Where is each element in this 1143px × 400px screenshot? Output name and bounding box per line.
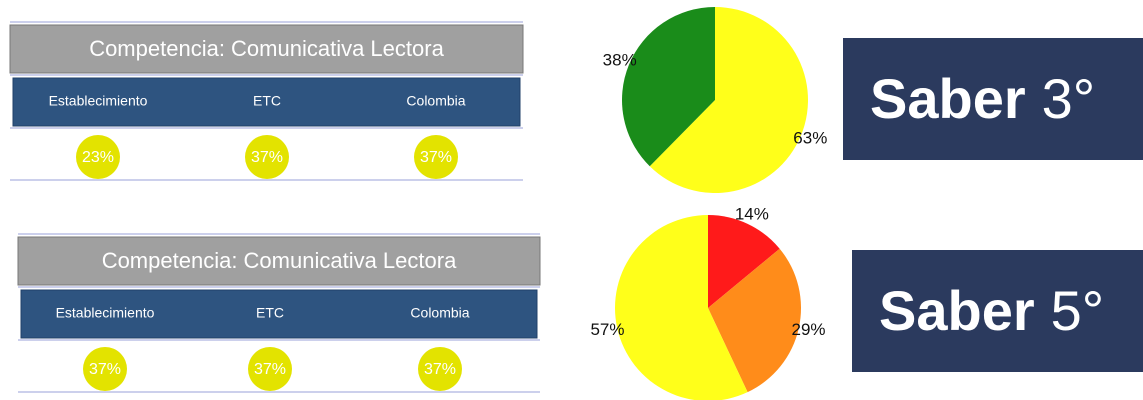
value-badge — [76, 135, 120, 179]
column-header: Establecimiento — [49, 93, 148, 109]
column-header: ETC — [253, 93, 281, 109]
value-badge — [418, 347, 462, 391]
slice-label: 29% — [792, 320, 826, 339]
header-row — [20, 289, 538, 339]
cell-value: 37% — [251, 149, 283, 166]
saber-word: Saber — [870, 67, 1026, 130]
saber-grade: 5° — [1051, 279, 1105, 342]
value-badge — [245, 135, 289, 179]
saber-badge — [843, 38, 1143, 160]
pie-slice — [708, 215, 780, 308]
pie-slice — [708, 248, 802, 393]
column-header: ETC — [256, 305, 284, 321]
slice-label: 38% — [603, 50, 637, 69]
cell-value: 37% — [420, 149, 452, 166]
column-header: Colombia — [410, 305, 469, 321]
pie-slice — [649, 6, 809, 193]
column-header: Establecimiento — [56, 305, 155, 321]
value-badge — [248, 347, 292, 391]
slice-label: 57% — [590, 320, 624, 339]
cell-value: 37% — [424, 361, 456, 378]
title-bar — [17, 236, 541, 286]
saber-grade: 3° — [1042, 67, 1096, 130]
cell-value: 37% — [254, 361, 286, 378]
value-badge — [414, 135, 458, 179]
header-row — [12, 77, 521, 127]
table-title: Competencia: Comunicativa Lectora — [89, 36, 444, 61]
column-header: Colombia — [406, 93, 465, 109]
pie-slice — [615, 215, 748, 400]
slice-label: 14% — [735, 204, 769, 223]
title-bar — [9, 24, 524, 74]
slice-label: 63% — [793, 129, 827, 148]
saber-label: Saber 5° — [879, 279, 1104, 342]
saber-badge — [852, 250, 1143, 372]
saber-word: Saber — [879, 279, 1035, 342]
value-badge — [83, 347, 127, 391]
cell-value: 37% — [89, 361, 121, 378]
saber-label: Saber 3° — [870, 67, 1095, 130]
cell-value: 23% — [82, 149, 114, 166]
table-title: Competencia: Comunicativa Lectora — [102, 248, 457, 273]
pie-slice — [622, 7, 715, 167]
